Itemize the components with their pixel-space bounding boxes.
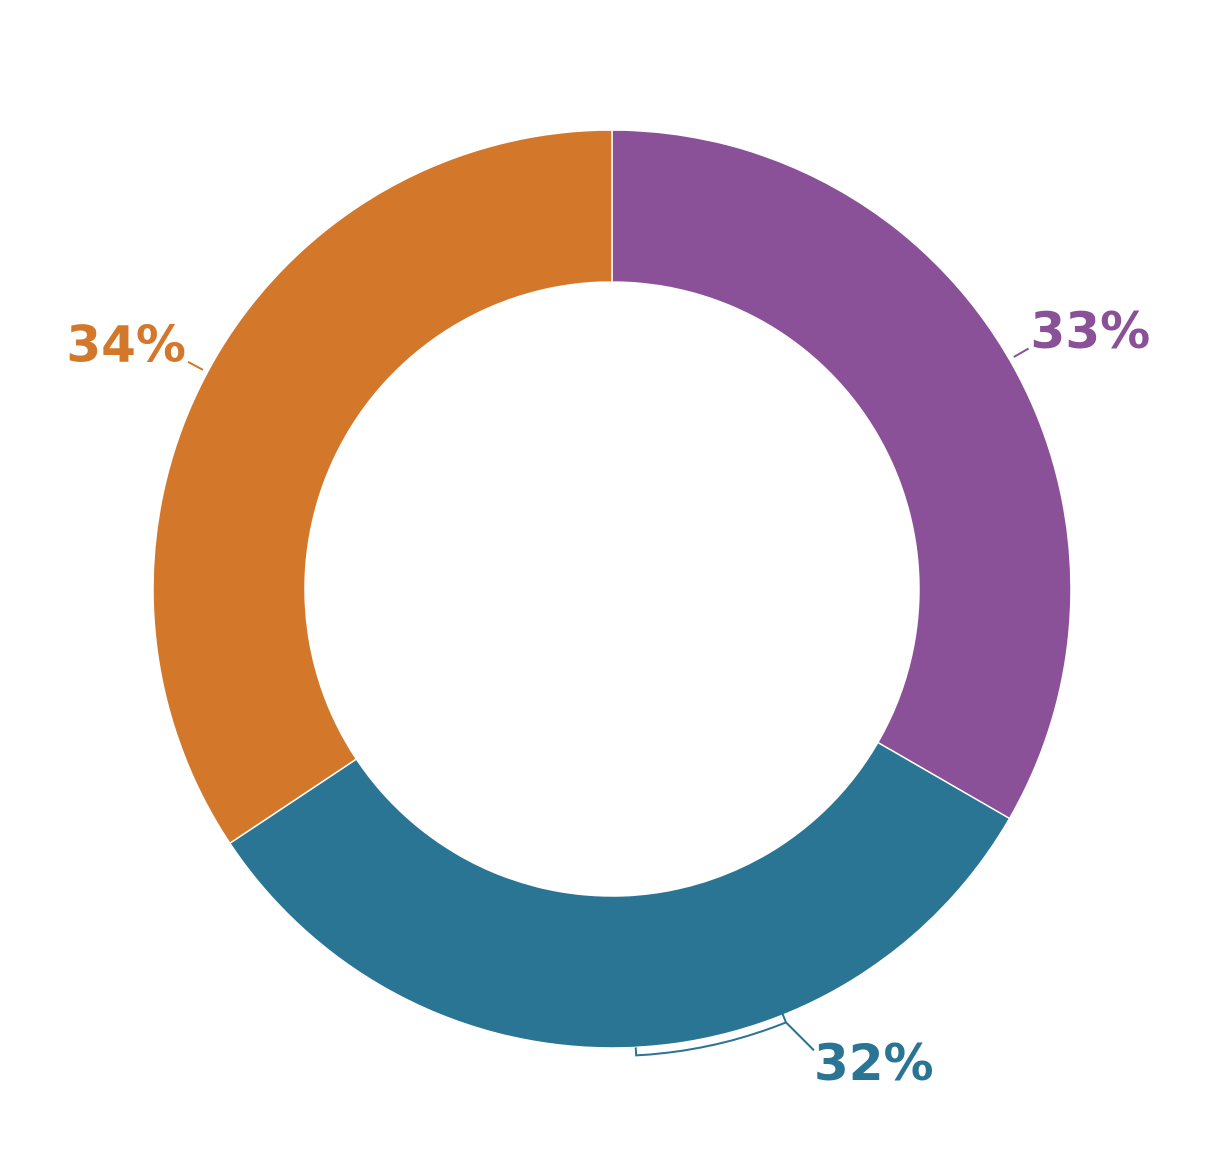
donut-segment <box>611 129 1072 820</box>
leader-line <box>634 1010 815 1057</box>
data-label: 33% <box>1031 302 1151 360</box>
leader-line <box>187 360 204 371</box>
leader-line <box>1013 347 1030 358</box>
donut-segment <box>152 129 613 845</box>
data-label: 32% <box>814 1034 934 1092</box>
donut-segment <box>228 741 1011 1049</box>
data-label: 34% <box>66 315 186 373</box>
